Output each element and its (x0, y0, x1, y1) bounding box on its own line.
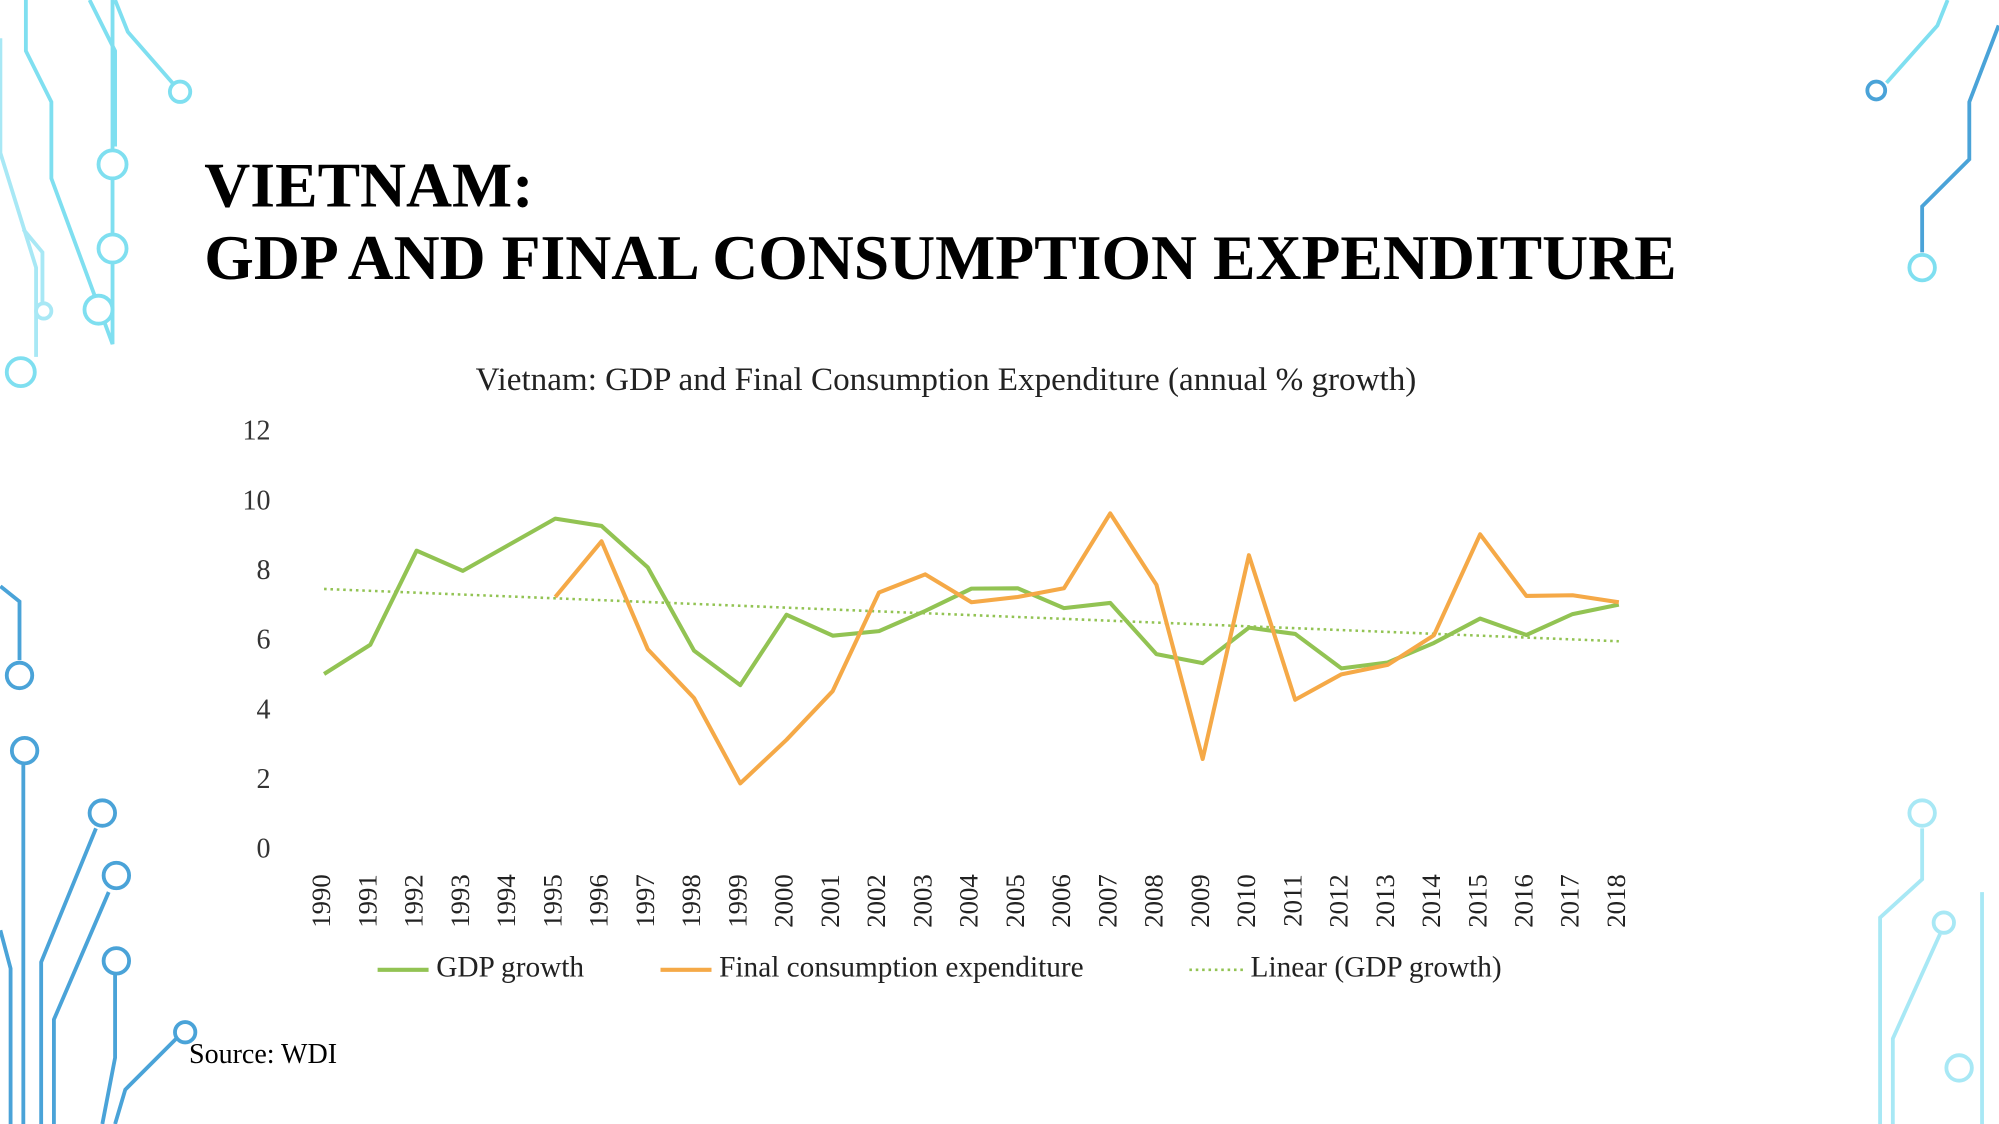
x-tick-label: 1995 (537, 874, 567, 928)
x-tick-label: 2017 (1555, 874, 1585, 928)
node (82, 293, 115, 326)
x-tick-label: 2016 (1509, 874, 1539, 928)
trace (113, 1037, 178, 1124)
x-tick-label: 1998 (676, 874, 706, 928)
x-tick-label: 1991 (352, 874, 382, 928)
node (1907, 252, 1937, 283)
x-tick-label: 2001 (815, 874, 845, 928)
slide-title: GDP AND FINAL CONSUMPTION EXPENDITURE (204, 222, 1676, 293)
node (1907, 798, 1937, 828)
trace (21, 228, 45, 304)
trace (23, 0, 115, 345)
source-note: Source: WDI (189, 1039, 337, 1070)
trace (100, 974, 117, 1124)
legend-label: Final consumption expenditure (719, 952, 1084, 984)
trace (1920, 24, 1999, 253)
node (96, 232, 129, 265)
y-tick-label: 12 (243, 416, 271, 447)
y-tick-label: 4 (257, 694, 271, 725)
x-tick-label: 1990 (306, 874, 336, 928)
y-tick-label: 8 (257, 555, 271, 586)
node (167, 79, 193, 104)
node (101, 946, 132, 976)
x-tick-label: 2006 (1046, 874, 1076, 928)
y-tick-label: 10 (243, 485, 271, 516)
y-tick-label: 6 (257, 625, 271, 656)
x-tick-label: 2014 (1416, 874, 1446, 928)
trace (0, 584, 22, 661)
trace (1885, 0, 1950, 85)
node (34, 301, 54, 321)
trace (113, 0, 174, 85)
x-tick-label: 1999 (722, 874, 752, 928)
slide-title: VIETNAM: (204, 149, 533, 220)
trace (0, 38, 38, 357)
x-tick-label: 2012 (1324, 874, 1354, 927)
x-tick-label: 1994 (491, 874, 521, 928)
node (9, 735, 40, 766)
x-tick-label: 2013 (1370, 874, 1400, 928)
x-tick-label: 2004 (954, 874, 984, 928)
x-tick-label: 2002 (861, 874, 891, 928)
node (87, 798, 117, 828)
x-tick-label: 2009 (1185, 874, 1215, 928)
trace (39, 827, 98, 1124)
node (101, 860, 132, 891)
series-line (553, 511, 1620, 786)
node (173, 1020, 198, 1045)
x-tick-label: 1997 (630, 874, 660, 928)
x-tick-label: 2018 (1601, 874, 1631, 928)
y-tick-label: 2 (257, 764, 271, 795)
x-tick-label: 2000 (769, 874, 799, 928)
trendline (324, 587, 1619, 643)
plot: 0 2 4 6 8 10 12 1990 1991 1992 1993 1994 1995 1996 199… (243, 416, 1631, 984)
y-tick-label: 0 (257, 834, 271, 865)
trace (1890, 933, 1942, 1124)
node (96, 148, 129, 181)
x-tick-label: 2005 (1000, 874, 1030, 928)
x-tick-label: 2011 (1277, 874, 1307, 927)
trace (52, 891, 111, 1124)
x-tick-label: 1996 (584, 874, 614, 928)
chart-title: Vietnam: GDP and Final Consumption Expen… (476, 361, 1417, 398)
x-tick-label: 2003 (907, 874, 937, 928)
node (4, 356, 37, 389)
x-tick-label: 2015 (1462, 874, 1492, 928)
x-tick-label: 2007 (1092, 874, 1122, 928)
x-tick-label: 2008 (1139, 874, 1169, 928)
trace (1878, 828, 1925, 1124)
node (1865, 79, 1888, 102)
trace (87, 0, 117, 147)
node (1944, 1053, 1974, 1083)
node (4, 660, 35, 691)
x-tick-label: 1992 (399, 874, 429, 928)
legend-label: GDP growth (436, 952, 584, 984)
legend-label: Linear (GDP growth) (1251, 952, 1502, 984)
x-tick-label: 2010 (1231, 874, 1261, 928)
x-tick-label: 1993 (445, 874, 475, 928)
node (1931, 910, 1956, 935)
trace (0, 929, 13, 1124)
